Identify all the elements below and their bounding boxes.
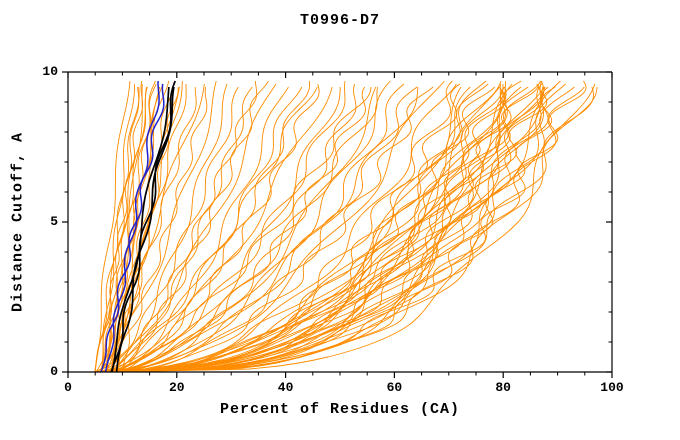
- curve-orange: [106, 80, 170, 373]
- curve-orange: [93, 86, 496, 373]
- x-axis-label: Percent of Residues (CA): [219, 401, 461, 418]
- x-tick-label: 100: [600, 380, 624, 395]
- curve-orange: [96, 86, 549, 373]
- curve-orange: [102, 80, 502, 373]
- curve-blue: [100, 83, 165, 373]
- curve-orange: [111, 86, 289, 373]
- curve-orange: [110, 83, 228, 373]
- curve-orange: [109, 83, 543, 373]
- x-tick-label: 20: [168, 380, 185, 395]
- curve-orange: [118, 86, 418, 373]
- curve-orange: [116, 80, 311, 373]
- y-tick-label: 10: [42, 64, 58, 79]
- curve-orange: [97, 86, 575, 373]
- curve-orange: [95, 86, 333, 373]
- curve-orange: [106, 86, 208, 373]
- x-tick-label: 80: [495, 380, 511, 395]
- curve-orange: [104, 86, 500, 373]
- curve-orange: [116, 83, 357, 373]
- curve-orange: [93, 80, 445, 373]
- y-tick-label: 5: [50, 214, 58, 229]
- curve-orange: [100, 83, 405, 373]
- curve-orange: [101, 86, 419, 373]
- curve-orange: [95, 83, 205, 373]
- curve-orange: [100, 86, 239, 373]
- curve-orange: [99, 86, 197, 373]
- curve-orange: [111, 83, 502, 373]
- curve-orange: [105, 80, 269, 373]
- curve-black: [110, 80, 176, 373]
- curve-orange: [94, 83, 277, 373]
- curve-orange: [109, 83, 540, 373]
- curve-orange: [111, 83, 596, 373]
- x-tick-label: 40: [277, 380, 294, 395]
- y-tick-label: 0: [50, 364, 58, 379]
- curve-orange: [100, 80, 144, 373]
- curve-orange: [112, 87, 341, 373]
- curve-orange: [111, 83, 157, 373]
- curve-orange: [100, 86, 594, 373]
- curve-orange: [116, 80, 258, 373]
- curve-orange: [99, 80, 346, 373]
- curve-orange: [98, 80, 561, 373]
- curve-orange: [112, 83, 457, 373]
- curve-orange: [100, 84, 135, 373]
- curve-orange: [94, 80, 131, 373]
- curve-orange: [105, 86, 148, 373]
- chart-title: T0996-D7: [299, 12, 380, 29]
- curve-orange: [95, 80, 217, 373]
- curve-orange: [100, 80, 545, 373]
- curve-orange: [108, 86, 543, 373]
- curve-orange: [101, 86, 318, 373]
- curve-black: [111, 86, 170, 373]
- curve-orange: [98, 80, 587, 373]
- curve-orange: [110, 80, 391, 373]
- curve-orange: [104, 86, 372, 373]
- curve-orange: [94, 86, 140, 373]
- curve-orange: [95, 86, 548, 373]
- x-tick-label: 0: [64, 380, 72, 395]
- curve-orange: [105, 86, 180, 373]
- curve-orange: [95, 80, 453, 373]
- curve-orange: [93, 86, 471, 373]
- curve-orange: [93, 86, 522, 373]
- curve-orange: [117, 86, 253, 373]
- curve-orange: [110, 86, 378, 373]
- curve-orange: [93, 86, 508, 373]
- curve-orange: [95, 86, 377, 373]
- curve-orange: [107, 86, 366, 373]
- curve-orange: [106, 86, 506, 373]
- curve-orange: [110, 83, 513, 373]
- curve-orange: [94, 86, 147, 373]
- curve-orange: [102, 80, 507, 373]
- curve-orange: [105, 86, 462, 373]
- x-tick-label: 60: [386, 380, 403, 395]
- curve-orange: [109, 83, 544, 373]
